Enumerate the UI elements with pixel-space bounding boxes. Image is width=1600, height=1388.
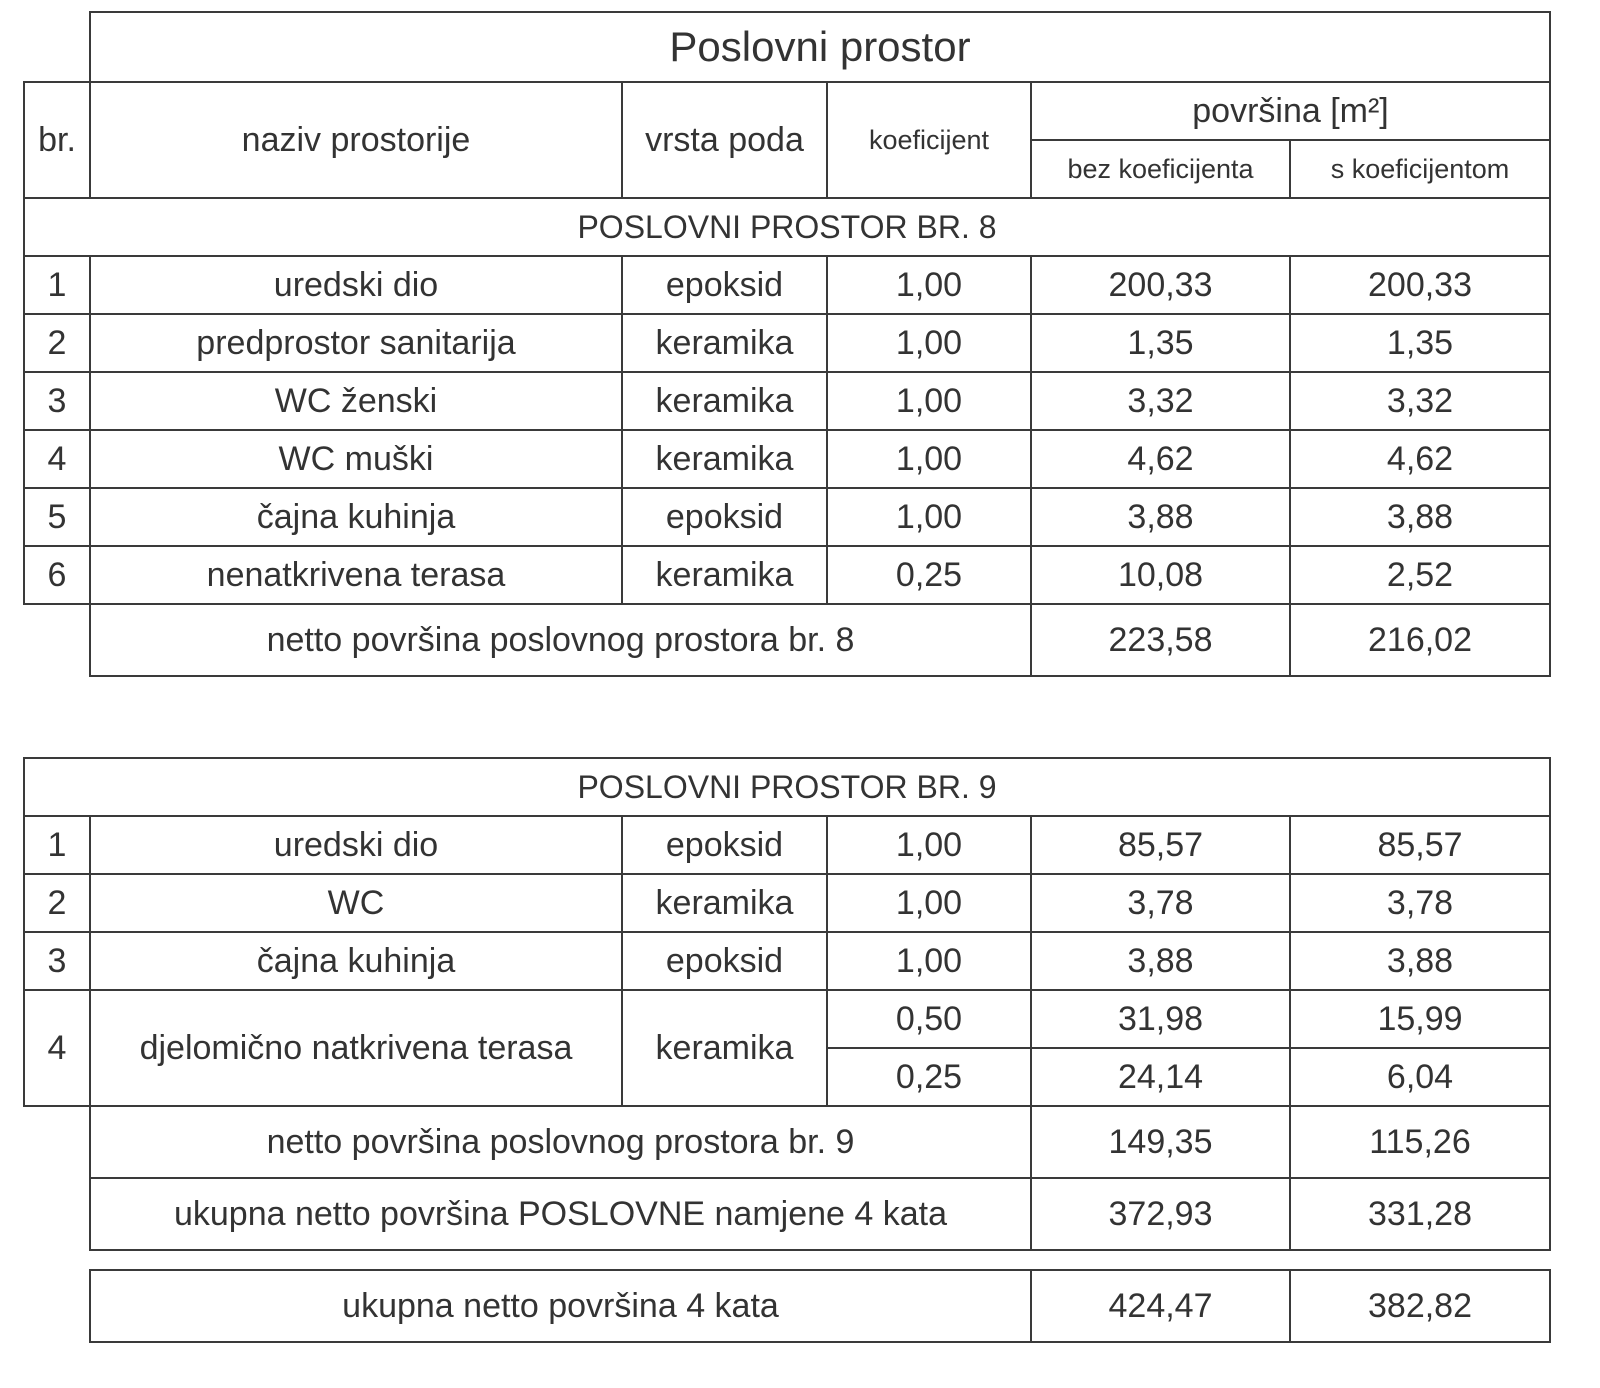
table-title: Poslovni prostor bbox=[89, 11, 1551, 83]
area-without-coefficient: 4,62 bbox=[1030, 429, 1291, 489]
room-name: WC muški bbox=[89, 429, 623, 489]
grand-total-without-coefficient: 424,47 bbox=[1030, 1269, 1291, 1343]
floor-type: epoksid bbox=[621, 815, 828, 875]
row-number: 1 bbox=[23, 815, 91, 875]
row-number: 3 bbox=[23, 931, 91, 991]
area-with-coefficient: 3,78 bbox=[1289, 873, 1551, 933]
header-bez-koeficijenta: bez koeficijenta bbox=[1030, 139, 1291, 199]
area-without-coefficient: 1,35 bbox=[1030, 313, 1291, 373]
room-name: uredski dio bbox=[89, 255, 623, 315]
room-name: čajna kuhinja bbox=[89, 487, 623, 547]
total-without-coefficient: 149,35 bbox=[1030, 1105, 1291, 1179]
section-title: POSLOVNI PROSTOR BR. 8 bbox=[23, 197, 1551, 257]
room-name: WC ženski bbox=[89, 371, 623, 431]
area-without-coefficient: 85,57 bbox=[1030, 815, 1291, 875]
floor-type: keramika bbox=[621, 545, 828, 605]
room-name: čajna kuhinja bbox=[89, 931, 623, 991]
header-naziv: naziv prostorije bbox=[89, 81, 623, 199]
floor-type: keramika bbox=[621, 989, 828, 1107]
coefficient: 0,50 bbox=[826, 989, 1032, 1049]
area-without-coefficient: 10,08 bbox=[1030, 545, 1291, 605]
floor-type: epoksid bbox=[621, 487, 828, 547]
area-without-coefficient: 3,88 bbox=[1030, 931, 1291, 991]
coefficient: 1,00 bbox=[826, 255, 1032, 315]
grand-total-label: ukupna netto površina 4 kata bbox=[89, 1269, 1032, 1343]
row-number: 6 bbox=[23, 545, 91, 605]
header-vrsta: vrsta poda bbox=[621, 81, 828, 199]
area-with-coefficient: 15,99 bbox=[1289, 989, 1551, 1049]
total-with-coefficient: 216,02 bbox=[1289, 603, 1551, 677]
section-title: POSLOVNI PROSTOR BR. 9 bbox=[23, 757, 1551, 817]
floor-type: keramika bbox=[621, 313, 828, 373]
coefficient: 0,25 bbox=[826, 1047, 1032, 1107]
coefficient: 1,00 bbox=[826, 815, 1032, 875]
total-with-coefficient: 331,28 bbox=[1289, 1177, 1551, 1251]
total-without-coefficient: 372,93 bbox=[1030, 1177, 1291, 1251]
area-with-coefficient: 6,04 bbox=[1289, 1047, 1551, 1107]
area-with-coefficient: 2,52 bbox=[1289, 545, 1551, 605]
floor-type: keramika bbox=[621, 371, 828, 431]
area-without-coefficient: 3,32 bbox=[1030, 371, 1291, 431]
area-with-coefficient: 1,35 bbox=[1289, 313, 1551, 373]
coefficient: 1,00 bbox=[826, 313, 1032, 373]
coefficient: 0,25 bbox=[826, 545, 1032, 605]
floor-type: epoksid bbox=[621, 931, 828, 991]
total-label: netto površina poslovnog prostora br. 8 bbox=[89, 603, 1032, 677]
area-without-coefficient: 3,88 bbox=[1030, 487, 1291, 547]
total-with-coefficient: 115,26 bbox=[1289, 1105, 1551, 1179]
room-name: nenatkrivena terasa bbox=[89, 545, 623, 605]
area-without-coefficient: 3,78 bbox=[1030, 873, 1291, 933]
room-name: WC bbox=[89, 873, 623, 933]
coefficient: 1,00 bbox=[826, 487, 1032, 547]
coefficient: 1,00 bbox=[826, 873, 1032, 933]
coefficient: 1,00 bbox=[826, 931, 1032, 991]
floor-type: epoksid bbox=[621, 255, 828, 315]
area-with-coefficient: 3,32 bbox=[1289, 371, 1551, 431]
area-with-coefficient: 4,62 bbox=[1289, 429, 1551, 489]
area-with-coefficient: 200,33 bbox=[1289, 255, 1551, 315]
total-without-coefficient: 223,58 bbox=[1030, 603, 1291, 677]
row-number: 1 bbox=[23, 255, 91, 315]
coefficient: 1,00 bbox=[826, 429, 1032, 489]
row-number: 2 bbox=[23, 873, 91, 933]
room-name: predprostor sanitarija bbox=[89, 313, 623, 373]
area-without-coefficient: 31,98 bbox=[1030, 989, 1291, 1049]
row-number: 5 bbox=[23, 487, 91, 547]
header-koeficijent: koeficijent bbox=[826, 81, 1032, 199]
room-name: djelomično natkrivena terasa bbox=[89, 989, 623, 1107]
row-number: 4 bbox=[23, 429, 91, 489]
header-br: br. bbox=[23, 81, 91, 199]
coefficient: 1,00 bbox=[826, 371, 1032, 431]
total-label: ukupna netto površina POSLOVNE namjene 4… bbox=[89, 1177, 1032, 1251]
header-s-koeficijentom: s koeficijentom bbox=[1289, 139, 1551, 199]
area-without-coefficient: 200,33 bbox=[1030, 255, 1291, 315]
area-without-coefficient: 24,14 bbox=[1030, 1047, 1291, 1107]
room-name: uredski dio bbox=[89, 815, 623, 875]
total-label: netto površina poslovnog prostora br. 9 bbox=[89, 1105, 1032, 1179]
floor-type: keramika bbox=[621, 873, 828, 933]
row-number: 4 bbox=[23, 989, 91, 1107]
area-with-coefficient: 3,88 bbox=[1289, 931, 1551, 991]
grand-total-with-coefficient: 382,82 bbox=[1289, 1269, 1551, 1343]
row-number: 2 bbox=[23, 313, 91, 373]
area-with-coefficient: 85,57 bbox=[1289, 815, 1551, 875]
row-number: 3 bbox=[23, 371, 91, 431]
floor-type: keramika bbox=[621, 429, 828, 489]
header-povrsina: površina [m²] bbox=[1030, 81, 1551, 141]
area-with-coefficient: 3,88 bbox=[1289, 487, 1551, 547]
